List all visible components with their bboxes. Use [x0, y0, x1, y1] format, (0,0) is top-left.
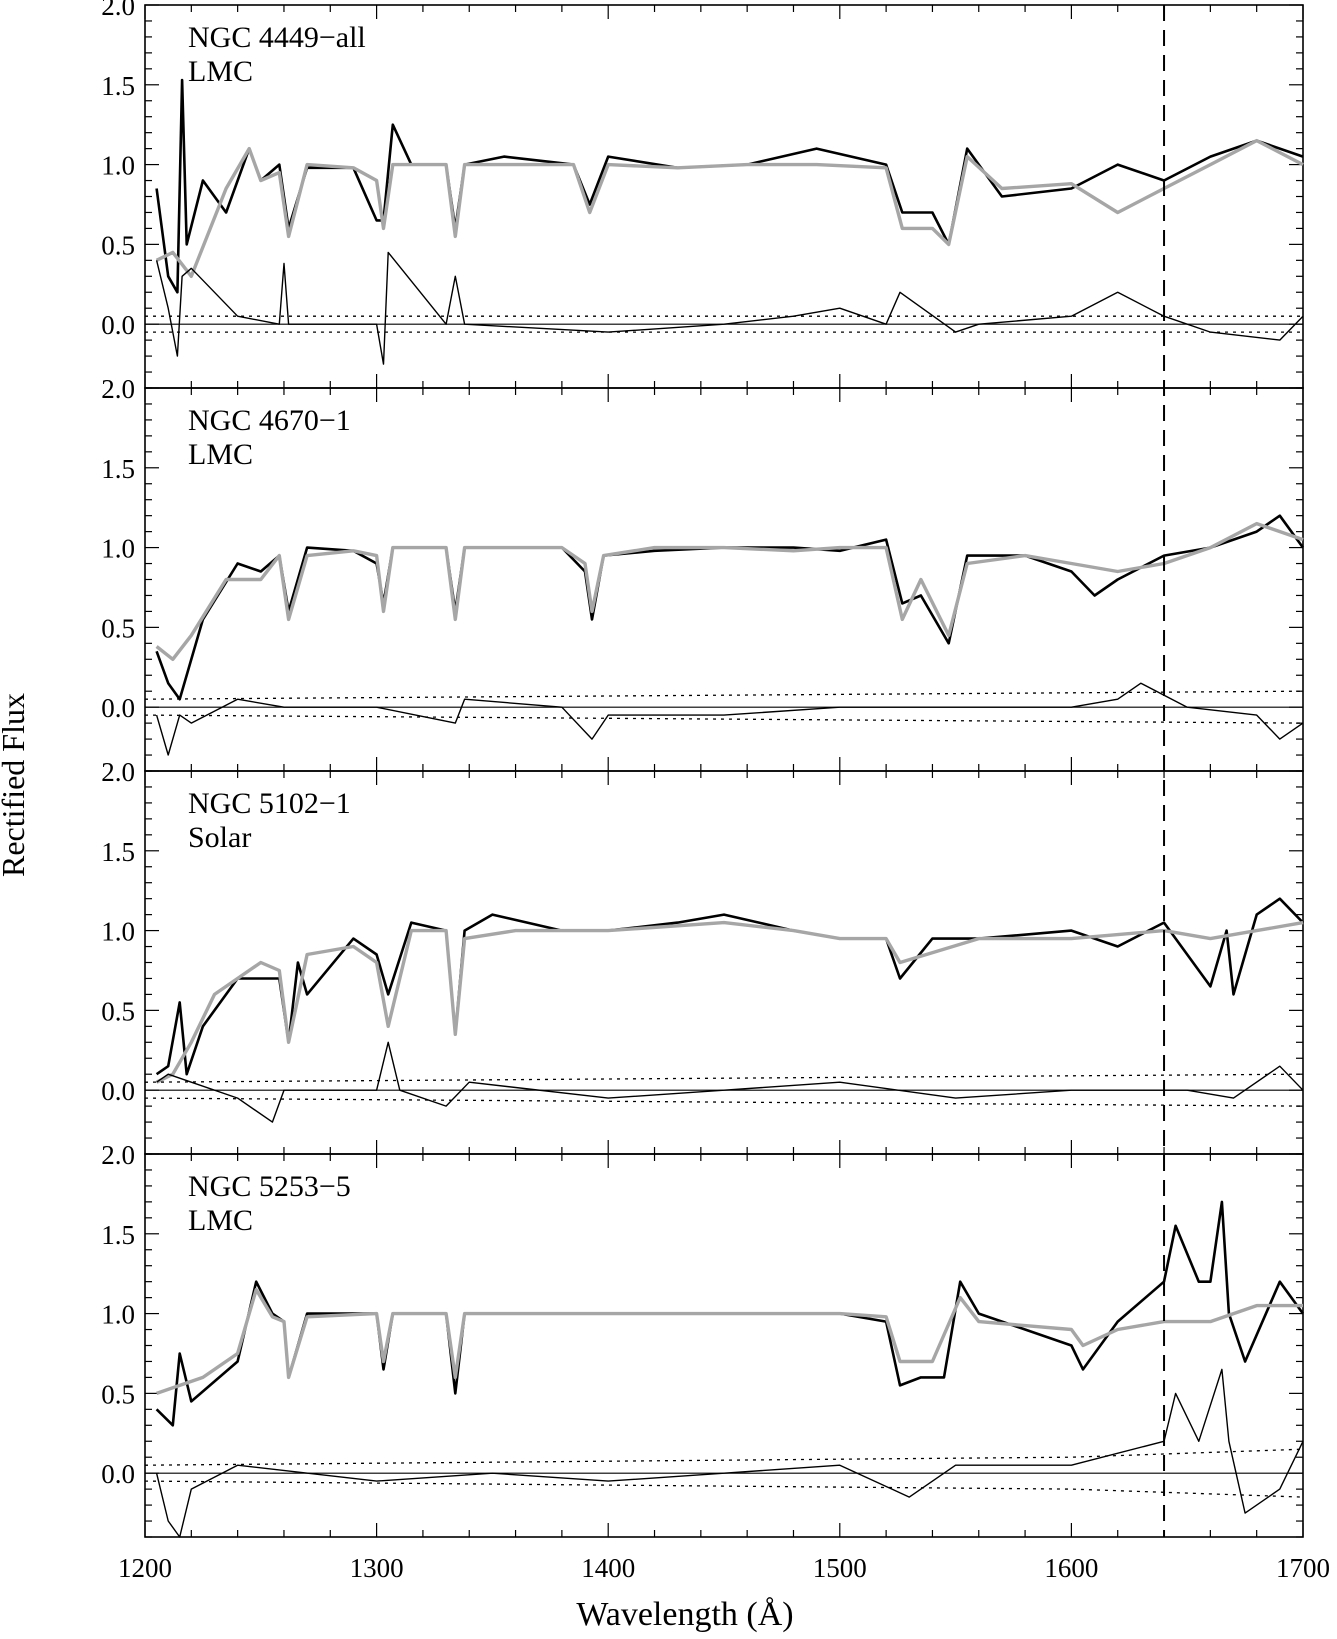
y-tick-label: 0.0	[101, 1459, 135, 1489]
error-envelope-lower	[144, 714, 1304, 724]
error-envelope-upper	[144, 1448, 1304, 1466]
model-spectrum	[155, 920, 1304, 1084]
panel-frame	[144, 4, 1304, 389]
y-tick-label: 1.5	[101, 454, 135, 484]
y-tick-label: 0.5	[101, 230, 135, 260]
panel-frame	[144, 1153, 1304, 1538]
y-tick-label: 0.0	[101, 1076, 135, 1106]
y-tick-label: 1.0	[101, 917, 135, 947]
panel-annotation: NGC 5253−5	[188, 1170, 351, 1203]
error-envelope-lower	[144, 1097, 1304, 1107]
y-tick-label: 2.0	[101, 374, 135, 404]
y-tick-label: 2.0	[101, 1140, 135, 1170]
model-spectrum	[156, 1287, 1303, 1396]
y-tick-label: 1.5	[101, 1220, 135, 1250]
y-tick-label: 0.5	[101, 1379, 135, 1409]
panel-annotation: LMC	[188, 438, 253, 471]
model-spectrum	[155, 138, 1304, 278]
panel-annotation: NGC 4670−1	[188, 404, 351, 437]
y-tick-label: 1.5	[101, 71, 135, 101]
y-tick-label: 2.0	[101, 0, 135, 21]
residual-spectrum	[156, 1041, 1304, 1123]
observed-spectrum	[155, 78, 1304, 294]
panel-frame	[144, 387, 1304, 772]
y-tick-label: 0.5	[101, 996, 135, 1026]
error-envelope-upper	[144, 690, 1304, 700]
y-tick-label: 1.0	[101, 534, 135, 564]
y-tick-label: 0.5	[101, 613, 135, 643]
y-tick-label: 0.0	[101, 310, 135, 340]
observed-spectrum	[155, 897, 1304, 1076]
panel-annotation: LMC	[188, 1204, 253, 1237]
model-spectrum	[155, 521, 1304, 661]
panel-frame	[144, 770, 1304, 1155]
y-tick-label: 2.0	[101, 757, 135, 787]
observed-spectrum	[155, 514, 1305, 701]
y-axis-label: Rectified Flux	[0, 693, 31, 877]
y-tick-label: 1.0	[101, 151, 135, 181]
panel-annotation: LMC	[188, 55, 253, 88]
x-tick-label: 1300	[350, 1553, 404, 1583]
x-tick-label: 1500	[813, 1553, 867, 1583]
y-tick-label: 1.5	[101, 837, 135, 867]
x-tick-label: 1400	[581, 1553, 635, 1583]
panel-annotation: NGC 4449−all	[188, 21, 366, 54]
x-tick-label: 1600	[1044, 1553, 1098, 1583]
y-tick-label: 0.0	[101, 693, 135, 723]
y-tick-label: 1.0	[101, 1300, 135, 1330]
x-axis-label: Wavelength (Å)	[576, 1596, 793, 1633]
panel-annotation: NGC 5102−1	[188, 787, 351, 820]
x-tick-label: 1700	[1276, 1553, 1330, 1583]
residual-spectrum	[155, 1368, 1304, 1538]
error-envelope-upper	[144, 1073, 1304, 1083]
panel-annotation: Solar	[188, 821, 251, 854]
error-envelope-lower	[144, 1480, 1304, 1498]
x-tick-label: 1200	[118, 1553, 172, 1583]
residual-spectrum	[155, 251, 1304, 365]
